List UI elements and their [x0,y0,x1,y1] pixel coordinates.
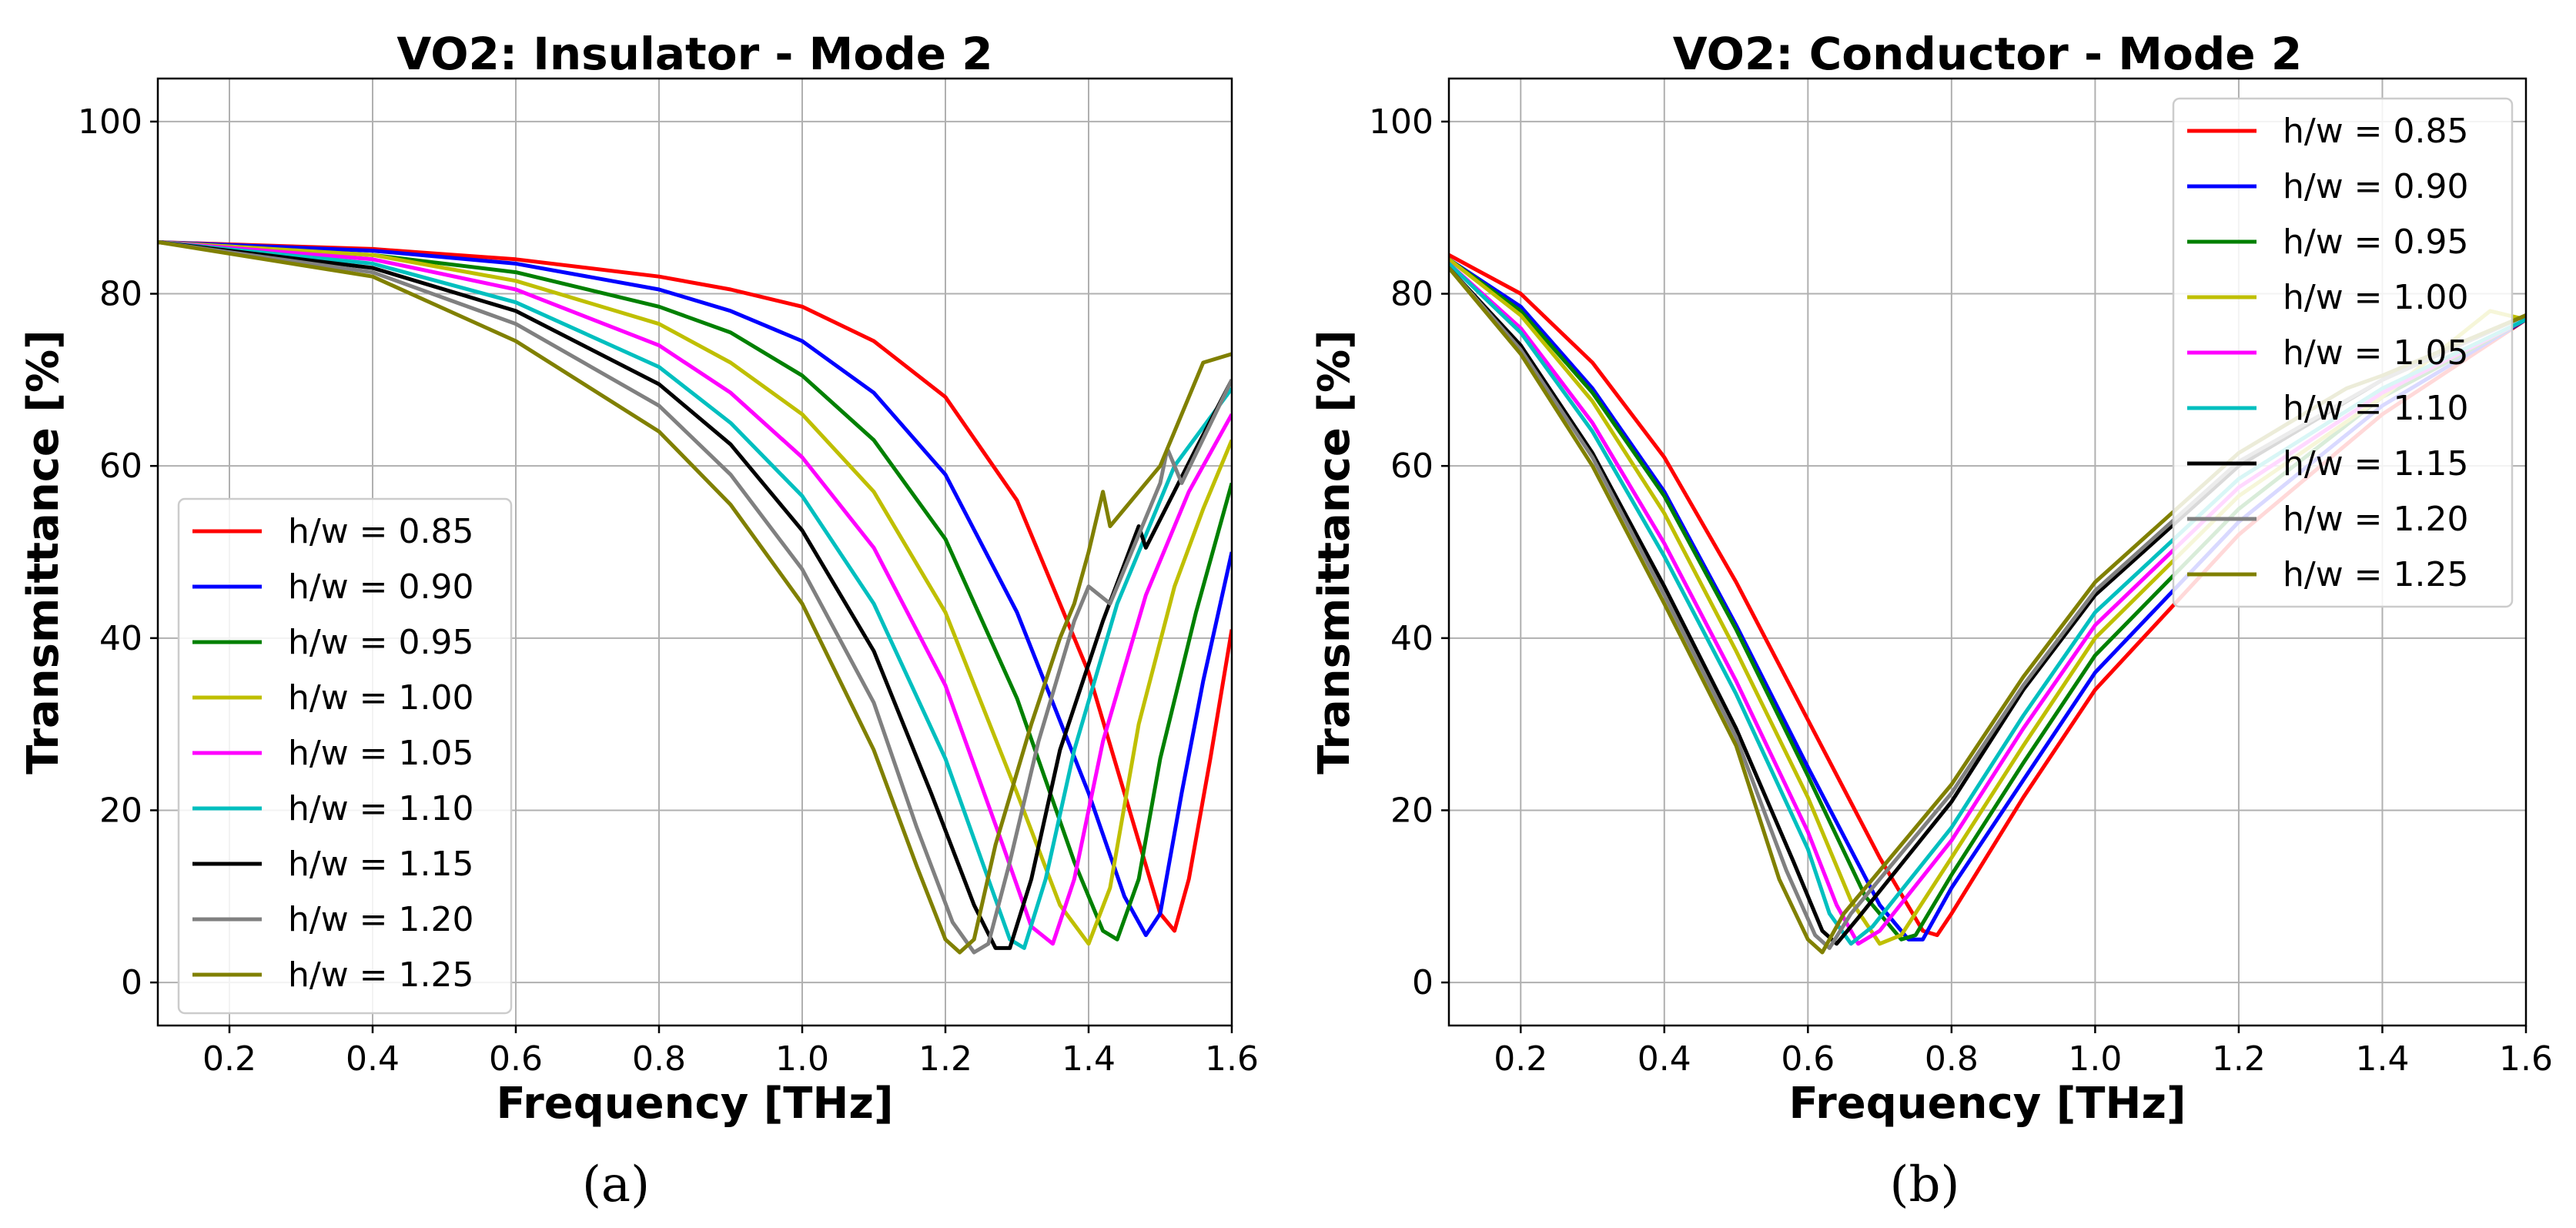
y-tick-label: 0 [121,963,142,1002]
chart-panel-a: 0.2 0.4 0.6 0.8 1.0 1.2 1.4 1.6 0 20 40 60 80 100 VO2:… [18,28,1259,1213]
y-tick-label: 100 [78,102,142,142]
y-tick-label: 100 [1369,102,1434,142]
legend: h/w = 0.85 h/w = 0.90 h/w = 0.95 h/w = 1.00… [2172,97,2514,608]
chart-title: VO2: Conductor - Mode 2 [1673,28,2302,80]
legend-entry-label: h/w = 1.05 [2283,333,2469,373]
series-line-0-85 [158,240,1232,933]
series-line-1-05 [158,240,1232,946]
legend-entry-label: h/w = 1.10 [2283,389,2469,428]
y-tick-label: 60 [1390,447,1434,486]
x-tick-label: 0.6 [1781,1039,1835,1079]
y-tick-label: 40 [1390,619,1434,658]
series-line-0-95 [158,240,1232,942]
series-line-0-90 [158,240,1232,938]
panel-label: (a) [582,1156,650,1213]
x-axis-label: Frequency [THz] [496,1079,893,1129]
y-tick-label: 60 [99,447,142,486]
x-tick-label: 1.4 [1062,1039,1116,1079]
x-tick-label: 1.0 [2068,1039,2122,1079]
legend-entry-label: h/w = 1.20 [288,900,474,939]
x-axis-label: Frequency [THz] [1788,1079,2186,1129]
legend-entry-label: h/w = 1.25 [2283,555,2469,594]
chart-title: VO2: Insulator - Mode 2 [396,28,992,80]
legend-entry-label: h/w = 1.15 [2283,444,2469,484]
legend-entry-label: h/w = 0.90 [2283,167,2469,206]
legend-entry-label: h/w = 1.10 [288,789,474,828]
x-tick-label: 0.4 [346,1039,400,1079]
x-tick-label: 1.6 [2499,1039,2553,1079]
legend-entry-label: h/w = 0.85 [288,512,474,551]
x-tick-label: 1.4 [2355,1039,2409,1079]
series-line-1-25 [158,240,1232,955]
x-tick-label: 0.8 [1925,1039,1979,1079]
y-tick-label: 0 [1412,963,1434,1002]
series-line-1-00 [158,240,1232,946]
panel-label: (b) [1890,1156,1960,1213]
y-tick-label: 80 [1390,275,1434,314]
legend-entry-label: h/w = 0.90 [288,567,474,607]
y-axis-label: Transmittance [%] [18,330,69,774]
legend-entry-label: h/w = 1.15 [288,845,474,884]
chart-panel-b: 0.2 0.4 0.6 0.8 1.0 1.2 1.4 1.6 0 20 40 60 80 100 VO2:… [1310,28,2553,1213]
y-tick-label: 20 [99,791,142,830]
x-tick-label: 0.2 [202,1039,256,1079]
legend: h/w = 0.85 h/w = 0.90 h/w = 0.95 h/w = 1.00… [177,497,513,1015]
legend-entry-label: h/w = 0.95 [2283,223,2469,262]
legend-entry-label: h/w = 1.20 [2283,500,2469,539]
x-tick-label: 1.0 [775,1039,829,1079]
legend-entry-label: h/w = 1.05 [288,734,474,773]
legend-entry-label: h/w = 1.25 [288,955,474,995]
x-tick-label: 0.6 [489,1039,543,1079]
y-tick-label: 80 [99,275,142,314]
y-tick-label: 40 [99,619,142,658]
x-tick-label: 1.2 [2212,1039,2266,1079]
legend-entry-label: h/w = 1.00 [288,678,474,718]
plot-frame [156,77,1233,1027]
series-line-1-10 [158,240,1232,950]
x-tick-label: 1.6 [1205,1039,1259,1079]
series-line-1-20 [158,240,1232,955]
legend-entry-label: h/w = 1.00 [2283,278,2469,317]
legend-entry-label: h/w = 0.85 [2283,112,2469,151]
x-tick-label: 0.8 [632,1039,686,1079]
x-tick-label: 0.4 [1638,1039,1691,1079]
x-tick-label: 0.2 [1494,1039,1547,1079]
plot-frame [1447,77,2527,1027]
y-tick-label: 20 [1390,791,1434,830]
x-tick-label: 1.2 [918,1039,972,1079]
legend-entry-label: h/w = 0.95 [288,623,474,662]
y-axis-label: Transmittance [%] [1310,330,1360,774]
